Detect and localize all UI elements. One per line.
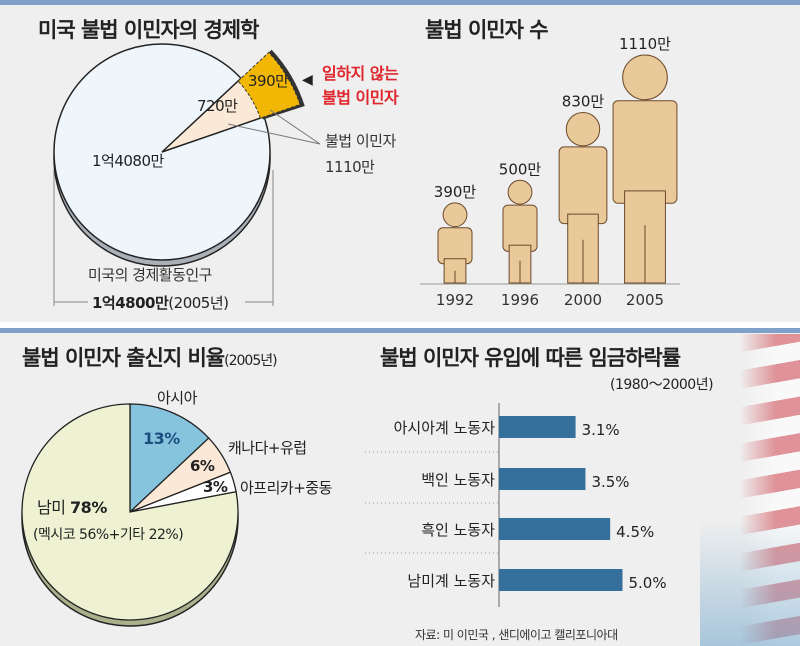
south-america-name: 남미 bbox=[37, 498, 66, 517]
origin-subtitle: (2005년) bbox=[224, 353, 277, 369]
south-america-note: (멕시코 56%+기타 22%) bbox=[33, 527, 184, 543]
count-label: 830만 bbox=[562, 93, 605, 111]
figure-body bbox=[558, 146, 608, 225]
section-band bbox=[0, 328, 800, 333]
pct-asia: 13% bbox=[143, 429, 180, 448]
slice-남미 bbox=[21, 403, 239, 621]
pct-south-america: 78% bbox=[70, 498, 107, 517]
year-label: 2000 bbox=[564, 291, 602, 309]
callout-line1: 일하지 않는 bbox=[322, 64, 399, 83]
count-title: 불법 이민자 수 bbox=[425, 18, 549, 42]
category-label: 흑인 노동자 bbox=[421, 521, 495, 539]
south-america-label: 남미 78% bbox=[37, 494, 107, 518]
callout-line2: 불법 이민자 bbox=[322, 88, 399, 107]
category-label: 백인 노동자 bbox=[421, 471, 495, 489]
bar-흑인 노동자 bbox=[499, 518, 611, 540]
count-label: 500만 bbox=[499, 160, 542, 178]
wage-chart: 아시아계 노동자 3.1% 백인 노동자 3.5% 흑인 노동자 4.5% 남미계 노동자 5… bbox=[365, 403, 667, 607]
bar-남미계 노동자 bbox=[499, 569, 623, 591]
category-label: 아시아계 노동자 bbox=[394, 419, 496, 437]
bar-아시아계 노동자 bbox=[499, 416, 576, 438]
label-canada-europe: 캐나다+유럽 bbox=[228, 439, 307, 457]
year-label: 1996 bbox=[501, 291, 539, 309]
origin-title-text: 불법 이민자 출신지 비율 bbox=[22, 346, 225, 370]
city-background bbox=[700, 520, 800, 646]
working-label: 720만 bbox=[197, 97, 238, 115]
value-label: 3.1% bbox=[582, 421, 620, 439]
slice-nonworking bbox=[237, 51, 301, 119]
economics-title: 미국 불법 이민자의 경제학 bbox=[38, 18, 259, 42]
figure-body bbox=[612, 100, 678, 204]
illegal-value: 1110만 bbox=[325, 158, 375, 176]
labor-force-label: 미국의 경제활동인구 bbox=[88, 266, 212, 284]
origin-pie bbox=[21, 403, 239, 627]
figure-body bbox=[502, 204, 538, 252]
figure-head bbox=[565, 112, 601, 147]
labor-force-value: 1억4800만 bbox=[92, 294, 169, 312]
figure-head bbox=[622, 54, 668, 101]
year-label: 1992 bbox=[436, 291, 474, 309]
count-label: 390만 bbox=[434, 183, 477, 201]
economics-pie bbox=[53, 43, 321, 306]
value-label: 5.0% bbox=[629, 574, 667, 592]
figure-1992 bbox=[437, 202, 473, 284]
pct-canada-europe: 6% bbox=[190, 457, 215, 475]
count-chart: 390만 1992 500만 1996 830만 2000 1110만 2005 bbox=[420, 35, 680, 309]
figure-2005 bbox=[612, 54, 678, 284]
illegal-label: 불법 이민자 bbox=[325, 132, 396, 150]
value-label: 3.5% bbox=[591, 473, 629, 491]
label-africa-mideast: 아프리카+중동 bbox=[240, 479, 332, 497]
labor-force-year: (2005년) bbox=[168, 294, 229, 312]
nonworking-label: 390만 bbox=[248, 72, 289, 90]
slice-아시아 bbox=[129, 403, 210, 514]
wage-subtitle: (1980～2000년) bbox=[610, 377, 714, 393]
top-band bbox=[0, 0, 800, 5]
divider bbox=[0, 322, 800, 328]
value-label: 4.5% bbox=[616, 523, 654, 541]
figure-2000 bbox=[558, 112, 608, 284]
bar-백인 노동자 bbox=[499, 468, 586, 490]
legal-label: 1억4080만 bbox=[92, 152, 164, 170]
leader-line bbox=[227, 109, 321, 145]
category-label: 남미계 노동자 bbox=[407, 572, 495, 590]
figure-1996 bbox=[502, 179, 538, 284]
figure-head bbox=[442, 202, 468, 228]
labor-force-total: 1억4800만(2005년) bbox=[92, 292, 229, 313]
figure-head bbox=[507, 179, 533, 205]
pct-africa-mideast: 3% bbox=[203, 478, 228, 496]
origin-title: 불법 이민자 출신지 비율(2005년) bbox=[22, 342, 278, 372]
source-note: 자료: 미 이민국 , 샌디에이고 캘리포니아대 bbox=[415, 628, 618, 642]
arrow-icon: ◀ bbox=[302, 72, 313, 88]
wage-title: 불법 이민자 유입에 따른 임금하락률 bbox=[380, 346, 681, 370]
count-label: 1110만 bbox=[619, 35, 671, 53]
year-label: 2005 bbox=[626, 291, 664, 309]
label-asia: 아시아 bbox=[157, 389, 197, 407]
